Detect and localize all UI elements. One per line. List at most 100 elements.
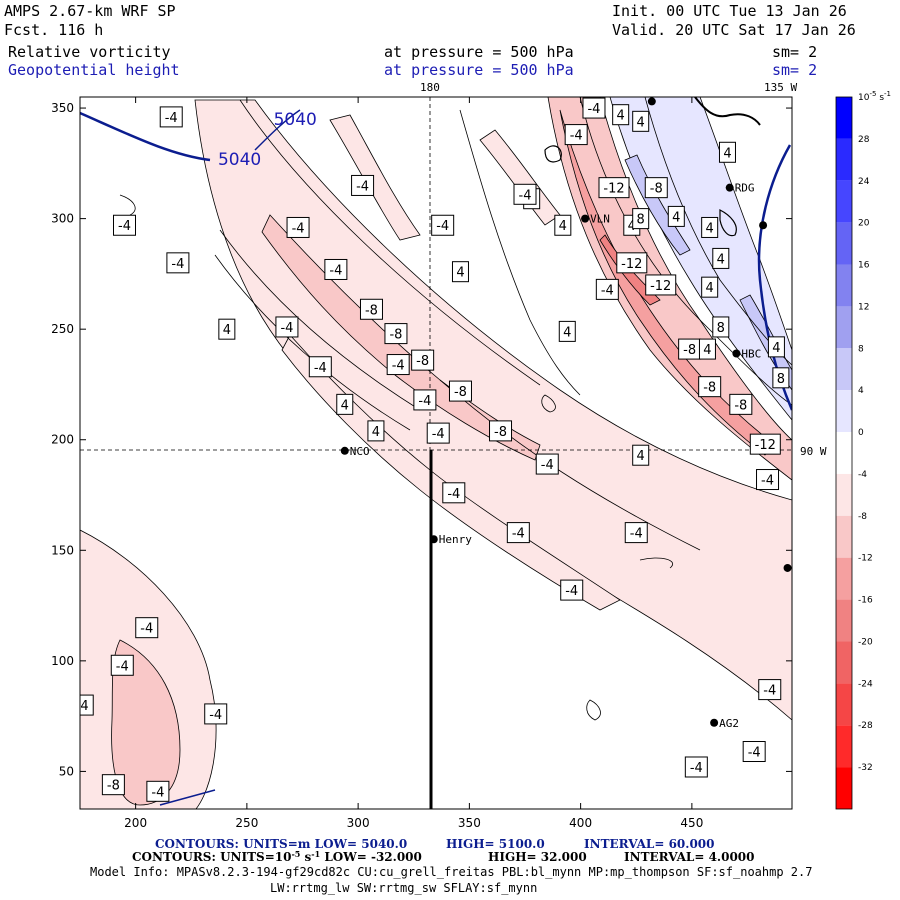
vort-label: 8 (777, 372, 785, 387)
colorbar-swatch (836, 473, 852, 516)
lat-label-90w: 90 W (800, 445, 827, 458)
vort-label: -4 (761, 474, 774, 489)
contour-ring-1 (586, 699, 601, 721)
colorbar-tick-label: -8 (858, 512, 867, 522)
vort-label-box (644, 177, 668, 199)
vort-label-box (513, 183, 537, 205)
contour-line-2 (219, 229, 421, 411)
forecast-hour: Fcst. 116 h (4, 21, 103, 39)
y-tick-label: 200 (51, 433, 74, 447)
vort-label-box (616, 252, 648, 274)
vort-label: -4 (630, 527, 643, 542)
vort-label: -4 (748, 746, 761, 761)
vort-label: 4 (706, 221, 714, 236)
vort-label-box (159, 106, 183, 128)
vort-label-box (413, 389, 437, 411)
vort-label: 4 (723, 146, 731, 161)
station-dot (647, 97, 656, 106)
footer-vort-high: HIGH= 32.000 (488, 850, 587, 864)
vort-label: -4 (432, 427, 445, 442)
vort-streak-1 (329, 114, 421, 241)
vort-label: -8 (454, 385, 467, 400)
vort-label: -4 (171, 257, 184, 272)
contour-line-7 (459, 109, 581, 396)
colorbar-tick-label: 20 (858, 219, 870, 229)
vort-lobe-sw-core (111, 639, 181, 806)
vort-label-box (632, 444, 650, 466)
vort-label: -4 (436, 219, 449, 234)
contour-line-6 (439, 379, 701, 551)
vort-label: -4 (565, 584, 578, 599)
vort-label: 4 (706, 281, 714, 296)
colorbar-tick-label: -16 (858, 596, 873, 606)
x-axis: 200 250 300 350 400 450 (124, 97, 703, 830)
height-contour-5040-a (80, 111, 211, 162)
colorbar-tick-label: 12 (858, 302, 869, 312)
vort-label-box (598, 177, 630, 199)
vort-label-box (564, 124, 588, 146)
vort-label-box (113, 214, 136, 236)
vort-label: -4 (140, 622, 153, 637)
vort-label: -8 (494, 425, 507, 440)
station-dot (725, 183, 734, 192)
station-dot (759, 221, 768, 230)
station-dot (710, 718, 719, 727)
vort-label-box (442, 482, 466, 504)
vort-label-box (701, 276, 719, 298)
station-name: RDG (735, 182, 755, 195)
vort-label-box (698, 376, 722, 398)
height-contour-5040-b (254, 109, 301, 151)
plot-frame (79, 96, 793, 810)
vort-label-box (367, 420, 385, 442)
vort-label: -4 (116, 659, 129, 674)
model-title: AMPS 2.67-km WRF SP (4, 2, 176, 20)
vort-label-box (351, 174, 375, 196)
vorticity-labels: -4 -4 -4 4 -4 -4 4 4 -4 -4 -8 -8 -4 -8 -4 -8 -4 -8 -4 -4 -4 4… (76, 97, 790, 802)
vort-label: -4 (280, 321, 293, 336)
footer-height-contours: CONTOURS: UNITS=m LOW= 5040.0 (155, 837, 407, 851)
contour-ring-2 (541, 394, 556, 413)
vort-label-box (684, 756, 708, 778)
colorbar-frame (835, 96, 853, 810)
vort-label-box (742, 741, 766, 763)
vort-label: -8 (683, 343, 696, 358)
colorbar-swatch (836, 599, 852, 642)
vort-label: -4 (447, 487, 460, 502)
vort-label-box (756, 469, 780, 491)
vort-label-box (718, 141, 736, 163)
vort-label-box (560, 579, 584, 601)
vort-label-box (645, 274, 677, 296)
vort-label: -4 (76, 699, 89, 714)
station-name: VLN (590, 213, 610, 226)
vort-label: -4 (512, 527, 525, 542)
vort-label: -8 (650, 182, 663, 197)
station-name: HBC (741, 347, 761, 360)
vort-label-box (411, 349, 435, 371)
vort-label-box (758, 679, 782, 701)
y-tick-label: 250 (51, 322, 74, 336)
vort-label: -12 (621, 257, 642, 272)
vort-label: 4 (637, 449, 645, 464)
contour-line-9 (639, 557, 673, 569)
vort-label: -4 (209, 708, 222, 723)
vort-label: 4 (563, 325, 571, 340)
vort-label: -12 (603, 182, 624, 197)
vort-label: 4 (672, 210, 680, 225)
colorbar-tick-label: -24 (858, 679, 873, 689)
vort-label: -8 (389, 328, 402, 343)
vort-label-box (324, 258, 348, 280)
vort-label-box (489, 420, 513, 442)
station-dot (783, 563, 792, 572)
vort-label-box (275, 316, 299, 338)
colorbar-tick-label: -4 (858, 470, 867, 480)
init-time: Init. 00 UTC Tue 13 Jan 26 (612, 2, 847, 20)
vort-label: -8 (703, 381, 716, 396)
vort-label-box (535, 453, 559, 475)
x-tick-label: 450 (680, 816, 703, 830)
station-dot (429, 535, 438, 544)
colorbar-tick-label: 0 (858, 428, 864, 438)
vort-label: -12 (755, 438, 776, 453)
y-tick-label: 350 (51, 101, 74, 115)
colorbar-tick-label: -28 (858, 721, 873, 731)
